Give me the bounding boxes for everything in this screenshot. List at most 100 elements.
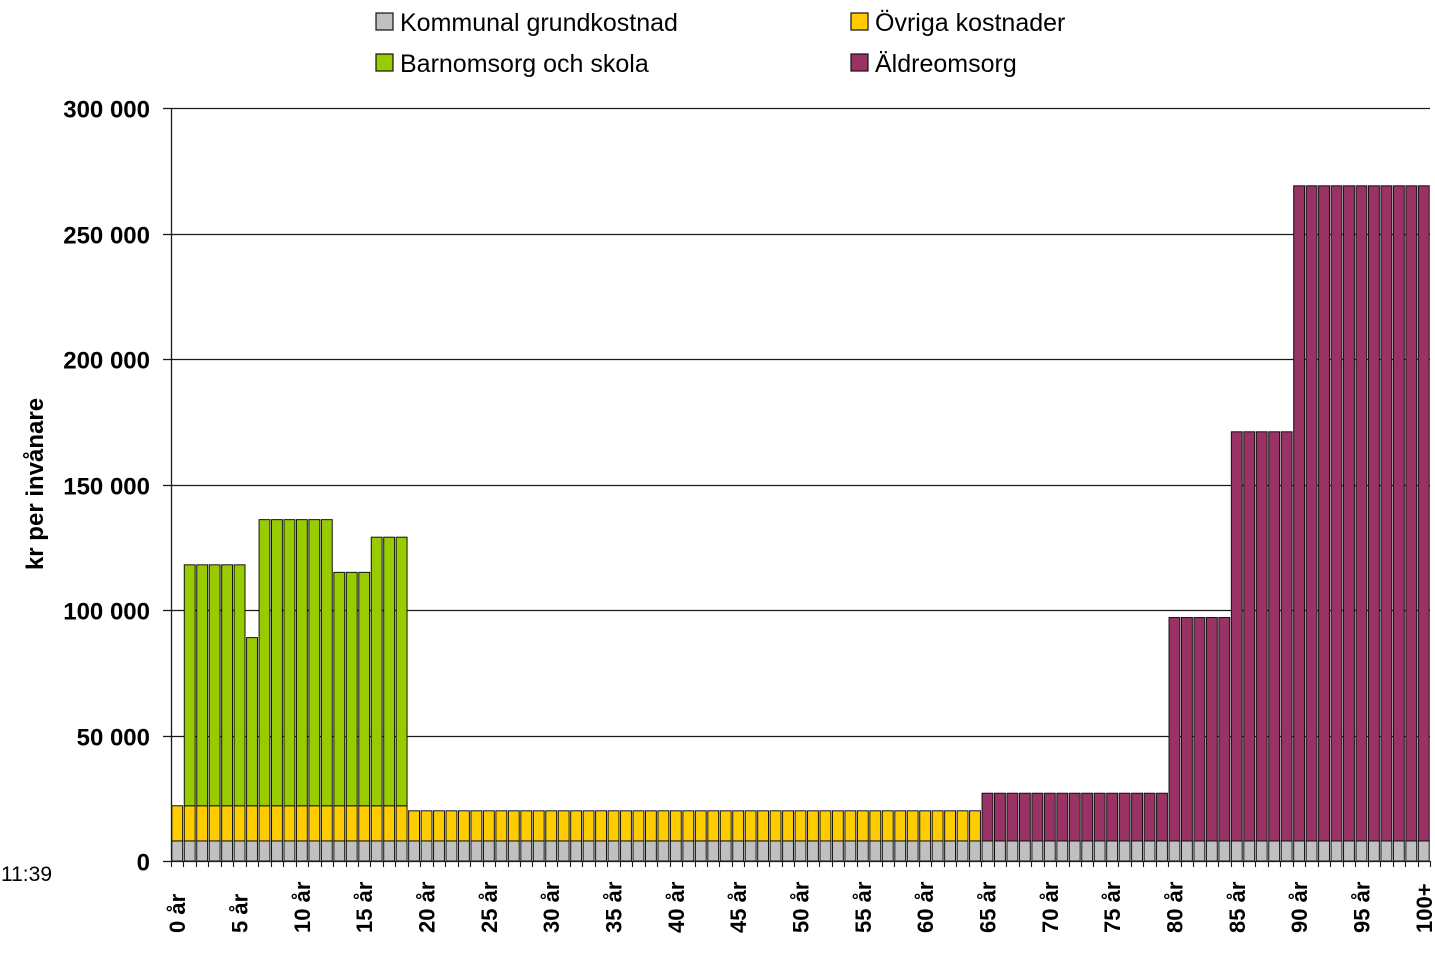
bar-ovriga-kostnader-4 bbox=[221, 805, 234, 842]
bar-kommunal-grundkostnad-41 bbox=[682, 840, 695, 862]
bar-aldreomsorg-83 bbox=[1205, 617, 1218, 842]
bar-aldreomsorg-100 bbox=[1417, 185, 1430, 842]
bar-aldreomsorg-74 bbox=[1093, 792, 1106, 842]
bar-ovriga-kostnader-6 bbox=[246, 805, 258, 842]
bar-kommunal-grundkostnad-77 bbox=[1131, 840, 1144, 862]
x-tick-label: 30 år bbox=[539, 881, 564, 933]
bar-kommunal-grundkostnad-62 bbox=[944, 840, 957, 862]
bar-aldreomsorg-89 bbox=[1280, 431, 1293, 842]
bar-kommunal-grundkostnad-19 bbox=[408, 840, 421, 862]
bar-barnomsorg-och-skola-11 bbox=[308, 519, 321, 807]
x-tick-label: 25 år bbox=[477, 881, 502, 933]
bar-ovriga-kostnader-22 bbox=[445, 810, 458, 842]
x-tick-label: 45 år bbox=[726, 881, 751, 933]
bar-kommunal-grundkostnad-91 bbox=[1305, 840, 1318, 862]
bar-kommunal-grundkostnad-56 bbox=[869, 840, 882, 862]
legend-swatch-aldreomsorg bbox=[850, 53, 869, 72]
bar-kommunal-grundkostnad-67 bbox=[1006, 840, 1019, 862]
bar-aldreomsorg-94 bbox=[1343, 185, 1355, 842]
bar-kommunal-grundkostnad-8 bbox=[271, 840, 283, 862]
bar-kommunal-grundkostnad-87 bbox=[1255, 840, 1268, 862]
bar-kommunal-grundkostnad-46 bbox=[744, 840, 757, 862]
bar-ovriga-kostnader-46 bbox=[744, 810, 757, 842]
bar-kommunal-grundkostnad-15 bbox=[358, 840, 371, 862]
bar-ovriga-kostnader-63 bbox=[956, 810, 969, 842]
bar-kommunal-grundkostnad-73 bbox=[1081, 840, 1094, 862]
bar-aldreomsorg-80 bbox=[1168, 617, 1181, 842]
bar-ovriga-kostnader-49 bbox=[782, 810, 794, 842]
bar-kommunal-grundkostnad-14 bbox=[345, 840, 358, 862]
bar-ovriga-kostnader-47 bbox=[757, 810, 770, 842]
bar-kommunal-grundkostnad-76 bbox=[1118, 840, 1131, 862]
legend: Kommunal grundkostnad Övriga kostnader Bar… bbox=[375, 9, 1065, 78]
x-tick-label: 90 år bbox=[1287, 881, 1312, 933]
bar-kommunal-grundkostnad-90 bbox=[1293, 840, 1306, 862]
bar-ovriga-kostnader-19 bbox=[408, 810, 421, 842]
y-tick-label: 50 000 bbox=[77, 725, 150, 752]
bar-kommunal-grundkostnad-65 bbox=[981, 840, 994, 862]
x-tick-label: 75 år bbox=[1100, 881, 1125, 933]
bar-ovriga-kostnader-7 bbox=[258, 805, 271, 842]
bar-barnomsorg-och-skola-18 bbox=[395, 536, 408, 807]
bar-ovriga-kostnader-42 bbox=[694, 810, 707, 842]
legend-label-aldreomsorg: Äldreomsorg bbox=[875, 50, 1017, 78]
bar-aldreomsorg-76 bbox=[1118, 792, 1131, 842]
timestamp-text: 11:39 bbox=[1, 863, 52, 886]
bar-kommunal-grundkostnad-60 bbox=[919, 840, 932, 862]
bar-kommunal-grundkostnad-26 bbox=[495, 840, 508, 862]
bar-ovriga-kostnader-16 bbox=[370, 805, 383, 842]
bar-ovriga-kostnader-62 bbox=[944, 810, 957, 842]
bar-ovriga-kostnader-23 bbox=[458, 810, 470, 842]
bar-aldreomsorg-84 bbox=[1218, 617, 1231, 842]
bar-kommunal-grundkostnad-24 bbox=[470, 840, 483, 862]
bar-ovriga-kostnader-58 bbox=[894, 810, 907, 842]
bar-ovriga-kostnader-0 bbox=[171, 805, 184, 842]
x-tick-label: 85 år bbox=[1225, 881, 1250, 933]
bar-kommunal-grundkostnad-48 bbox=[769, 840, 782, 862]
bar-ovriga-kostnader-33 bbox=[582, 810, 595, 842]
bar-kommunal-grundkostnad-79 bbox=[1156, 840, 1168, 862]
bar-kommunal-grundkostnad-82 bbox=[1193, 840, 1206, 862]
bar-ovriga-kostnader-50 bbox=[794, 810, 807, 842]
bar-barnomsorg-och-skola-10 bbox=[295, 519, 308, 807]
bar-kommunal-grundkostnad-38 bbox=[644, 840, 657, 862]
bar-aldreomsorg-75 bbox=[1106, 792, 1119, 842]
y-tick-label: 100 000 bbox=[63, 599, 150, 626]
bar-ovriga-kostnader-20 bbox=[420, 810, 433, 842]
legend-label-kommunal-grundkostnad: Kommunal grundkostnad bbox=[400, 9, 678, 37]
bar-aldreomsorg-69 bbox=[1031, 792, 1044, 842]
bar-barnomsorg-och-skola-9 bbox=[283, 519, 296, 807]
bar-kommunal-grundkostnad-39 bbox=[657, 840, 670, 862]
bar-aldreomsorg-82 bbox=[1193, 617, 1206, 842]
x-tick-label: 80 år bbox=[1163, 881, 1188, 933]
bar-aldreomsorg-97 bbox=[1380, 185, 1393, 842]
bar-kommunal-grundkostnad-49 bbox=[782, 840, 794, 862]
x-tick-label: 70 år bbox=[1038, 881, 1063, 933]
bar-kommunal-grundkostnad-22 bbox=[445, 840, 458, 862]
bar-ovriga-kostnader-59 bbox=[906, 810, 919, 842]
bar-barnomsorg-och-skola-5 bbox=[233, 564, 246, 807]
bar-aldreomsorg-87 bbox=[1255, 431, 1268, 842]
bar-aldreomsorg-66 bbox=[994, 792, 1006, 842]
bar-ovriga-kostnader-56 bbox=[869, 810, 882, 842]
bar-kommunal-grundkostnad-55 bbox=[856, 840, 869, 862]
bar-kommunal-grundkostnad-44 bbox=[719, 840, 732, 862]
bar-ovriga-kostnader-10 bbox=[295, 805, 308, 842]
x-tick-label: 60 år bbox=[913, 881, 938, 933]
bar-kommunal-grundkostnad-57 bbox=[881, 840, 894, 862]
bar-ovriga-kostnader-43 bbox=[707, 810, 720, 842]
y-tick-label: 200 000 bbox=[63, 348, 150, 375]
bar-barnomsorg-och-skola-7 bbox=[258, 519, 271, 807]
bar-kommunal-grundkostnad-43 bbox=[707, 840, 720, 862]
bar-aldreomsorg-93 bbox=[1330, 185, 1343, 842]
bar-ovriga-kostnader-26 bbox=[495, 810, 508, 842]
bar-kommunal-grundkostnad-6 bbox=[246, 840, 258, 862]
bar-kommunal-grundkostnad-78 bbox=[1143, 840, 1156, 862]
bar-kommunal-grundkostnad-36 bbox=[620, 840, 632, 862]
bar-kommunal-grundkostnad-74 bbox=[1093, 840, 1106, 862]
bar-ovriga-kostnader-64 bbox=[969, 810, 981, 842]
bar-kommunal-grundkostnad-12 bbox=[320, 840, 333, 862]
bar-kommunal-grundkostnad-96 bbox=[1367, 840, 1380, 862]
bar-aldreomsorg-90 bbox=[1293, 185, 1306, 842]
